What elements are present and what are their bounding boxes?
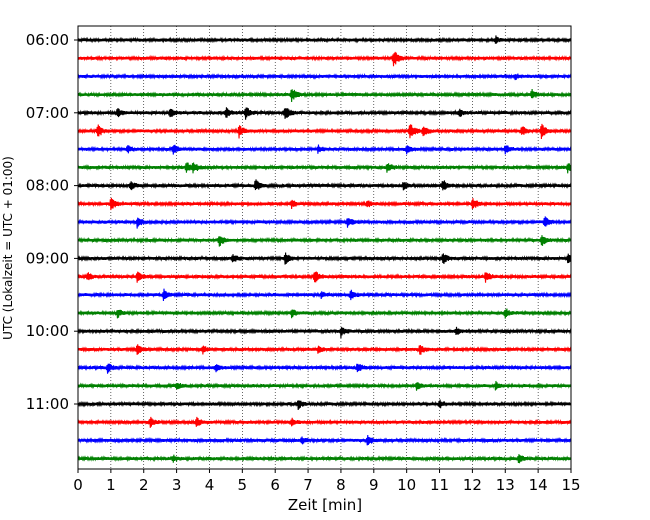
x-axis: 0 1 2 3 4 5 6 7 8 9 10 11 12 13 14 15	[73, 469, 581, 494]
x-tick-label: 2	[139, 476, 149, 494]
y-tick-label: 08:00	[26, 177, 69, 195]
x-tick-label: 12	[463, 476, 482, 494]
trace-1000	[77, 326, 572, 339]
y-tick-label: 11:00	[26, 395, 69, 413]
x-tick-label: 1	[106, 476, 116, 494]
x-tick-label: 10	[397, 476, 416, 494]
x-tick-label: 6	[270, 476, 280, 494]
x-tick-label: 15	[561, 476, 580, 494]
y-tick-label: 06:00	[26, 31, 69, 49]
x-tick-label: 3	[172, 476, 182, 494]
x-tick-label: 5	[238, 476, 248, 494]
x-tick-label: 8	[336, 476, 346, 494]
plot-frame	[77, 25, 572, 470]
trace-0645	[77, 89, 572, 103]
x-tick-label: 0	[73, 476, 83, 494]
traces	[77, 35, 572, 464]
y-tick-label: 10:00	[26, 322, 69, 340]
y-tick-label: 09:00	[26, 249, 69, 267]
x-tick-label: 14	[529, 476, 548, 494]
grid-lines	[110, 26, 539, 469]
x-tick-label: 4	[205, 476, 215, 494]
y-axis: 06:00 07:00 08:00 09:00 10:00 11:00	[26, 31, 78, 413]
x-tick-label: 11	[430, 476, 449, 494]
x-tick-label: 7	[303, 476, 313, 494]
x-axis-label: Zeit [min]	[288, 496, 362, 514]
y-tick-label: 07:00	[26, 104, 69, 122]
x-tick-label: 9	[369, 476, 379, 494]
y-axis-label: UTC (Lokalzeit = UTC + 01:00)	[1, 156, 15, 340]
trace-0830	[77, 216, 572, 229]
x-tick-label: 13	[496, 476, 515, 494]
